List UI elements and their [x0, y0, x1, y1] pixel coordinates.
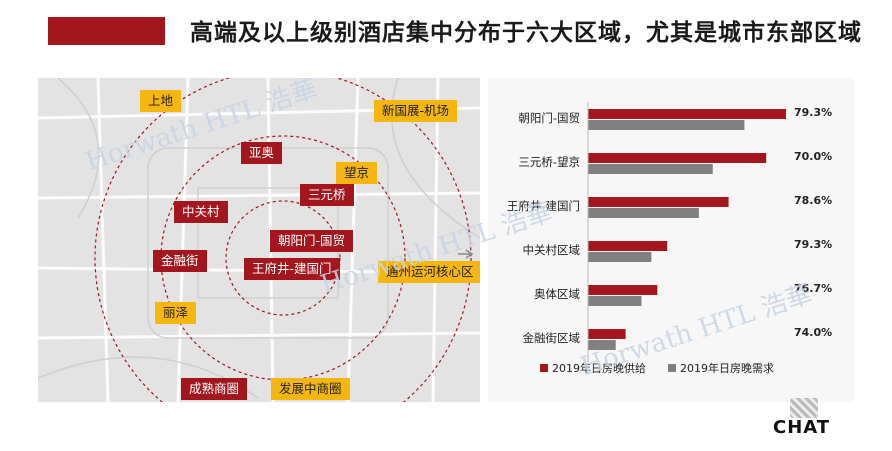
supply-bar — [588, 329, 626, 339]
title-accent-bar — [48, 17, 165, 45]
legend-label: 2019年日房晚供给 — [552, 361, 646, 375]
occupancy-label: 76.7% — [794, 282, 832, 295]
supply-bar — [588, 285, 658, 295]
occupancy-label: 79.3% — [794, 106, 832, 119]
supply-bar — [588, 153, 767, 163]
supply-bar — [588, 197, 729, 207]
demand-bar — [588, 164, 713, 174]
bar-chart-svg: 朝阳门-国贸 79.3% 三元桥-望京 70.0% 王府井-建国门 78.6% 中关村区域 7… — [507, 102, 832, 375]
tag-tongzhou: 通州运河核心区 — [378, 261, 480, 283]
tag-lize: 丽泽 — [155, 302, 197, 324]
brand-logo-icon — [790, 398, 818, 418]
page-title: 高端及以上级别酒店集中分布于六大区域，尤其是城市东部区域 — [190, 20, 862, 46]
supply-bar — [588, 109, 786, 119]
tag-xinguozhan-airport: 新国展-机场 — [374, 100, 458, 122]
occupancy-label: 70.0% — [794, 150, 832, 163]
demand-bar — [588, 252, 652, 262]
category-label: 朝阳门-国贸 — [518, 111, 580, 125]
demand-bar — [588, 208, 699, 218]
supply-bar — [588, 241, 668, 251]
tag-developing-district: 发展中商圈 — [271, 378, 350, 400]
tag-wangjing: 望京 — [336, 162, 378, 184]
tag-zhongguancun: 中关村 — [174, 201, 228, 223]
district-map: 亚奥 三元桥 中关村 朝阳门-国贸 金融街 王府井-建国门 成熟商圈 上地 新国… — [38, 78, 480, 402]
tag-sanyuanqiao: 三元桥 — [300, 184, 354, 206]
supply-demand-chart: 朝阳门-国贸 79.3% 三元桥-望京 70.0% 王府井-建国门 78.6% 中关村区域 7… — [488, 78, 854, 402]
tag-jinrongjie: 金融街 — [153, 250, 207, 272]
category-label: 王府井-建国门 — [507, 199, 580, 213]
tag-shangdi: 上地 — [140, 90, 182, 112]
tag-wangfujing-jianguomen: 王府井-建国门 — [244, 258, 340, 280]
brand-label: CHAT — [773, 417, 831, 438]
legend-label: 2019年日房晚需求 — [680, 361, 774, 375]
occupancy-label: 79.3% — [794, 238, 832, 251]
category-label: 三元桥-望京 — [518, 155, 580, 169]
demand-bar — [588, 120, 745, 130]
category-label: 中关村区域 — [523, 243, 581, 257]
demand-bar — [588, 296, 642, 306]
legend-swatch — [668, 364, 676, 372]
tag-mature-district: 成熟商圈 — [181, 378, 248, 400]
tag-chaoyangmen-guomao: 朝阳门-国贸 — [270, 230, 354, 252]
legend-swatch — [540, 364, 548, 372]
category-label: 金融街区域 — [523, 331, 581, 345]
occupancy-label: 74.0% — [794, 326, 832, 339]
tag-yaao: 亚奥 — [241, 142, 283, 164]
occupancy-label: 78.6% — [794, 194, 832, 207]
category-label: 奥体区域 — [534, 287, 580, 301]
demand-bar — [588, 340, 616, 350]
